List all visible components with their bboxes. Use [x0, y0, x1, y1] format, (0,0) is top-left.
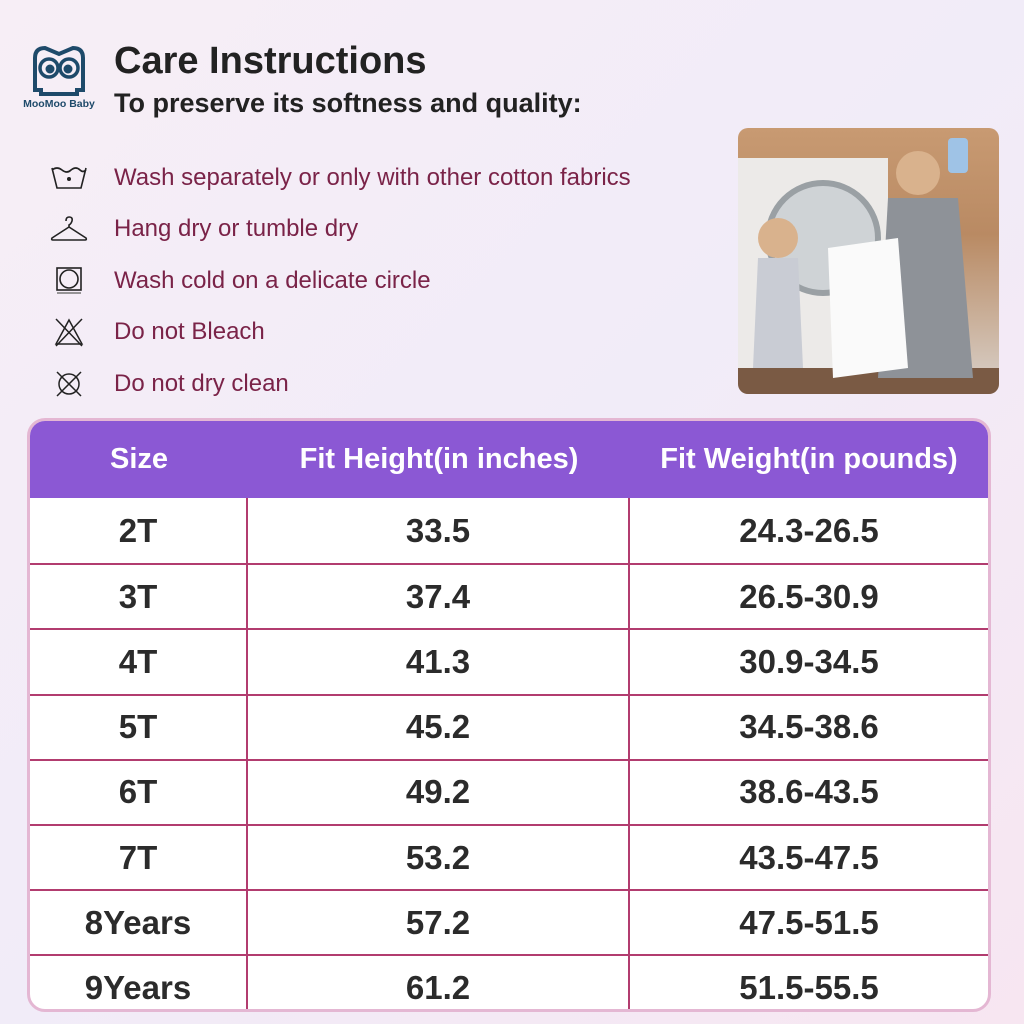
- care-item: Wash separately or only with other cotto…: [46, 152, 631, 204]
- weight-cell: 30.9-34.5: [739, 642, 879, 680]
- hanger-icon: [46, 212, 92, 246]
- table-row: 4T 41.3 30.9-34.5: [30, 628, 988, 694]
- size-cell: 9Years: [30, 956, 248, 1009]
- table-row: 2T 33.5 24.3-26.5: [30, 498, 988, 564]
- care-list: Wash separately or only with other cotto…: [46, 152, 631, 410]
- brand-logo: MooMoo Baby: [14, 44, 104, 110]
- no-dry-clean-icon: [46, 367, 92, 401]
- table-header: Size Fit Height(in inches) Fit Weight(in…: [30, 421, 988, 498]
- height-cell: 37.4: [248, 565, 630, 629]
- weight-cell: 51.5-55.5: [739, 968, 879, 1006]
- height-cell: 53.2: [248, 825, 630, 890]
- size-cell: 2T: [30, 498, 248, 564]
- wash-tub-icon: [46, 161, 92, 195]
- care-item-label: Wash separately or only with other cotto…: [114, 163, 631, 191]
- weight-cell: 24.3-26.5: [739, 511, 879, 549]
- table-row: 5T 45.2 34.5-38.6: [30, 693, 988, 759]
- size-cell: 8Years: [30, 891, 248, 955]
- size-cell: 4T: [30, 630, 248, 694]
- page-subtitle: To preserve its softness and quality:: [114, 88, 582, 118]
- size-cell: 7T: [30, 825, 248, 890]
- care-item-label: Do not Bleach: [114, 318, 265, 346]
- size-chart-table: Size Fit Height(in inches) Fit Weight(in…: [27, 418, 991, 1012]
- care-item: Hang dry or tumble dry: [46, 204, 631, 256]
- care-item: Wash cold on a delicate circle: [46, 255, 631, 307]
- table-row: 8Years 57.2 47.5-51.5: [30, 889, 988, 955]
- care-item: Do not dry clean: [46, 358, 631, 410]
- height-cell: 49.2: [248, 760, 630, 824]
- weight-cell: 47.5-51.5: [739, 903, 879, 941]
- height-cell: 41.3: [248, 630, 630, 694]
- care-item-label: Do not dry clean: [114, 369, 289, 397]
- column-header-weight: Fit Weight(in pounds): [660, 443, 958, 475]
- size-cell: 5T: [30, 695, 248, 759]
- care-item: Do not Bleach: [46, 307, 631, 359]
- size-cell: 6T: [30, 760, 248, 824]
- table-row: 9Years 61.2 51.5-55.5: [30, 954, 988, 1009]
- care-item-label: Wash cold on a delicate circle: [114, 266, 431, 294]
- laundry-photo: [738, 128, 999, 394]
- table-row: 6T 49.2 38.6-43.5: [30, 758, 988, 824]
- height-cell: 45.2: [248, 695, 630, 759]
- care-item-label: Hang dry or tumble dry: [114, 215, 359, 243]
- height-cell: 57.2: [248, 891, 630, 955]
- weight-cell: 43.5-47.5: [739, 838, 879, 876]
- weight-cell: 34.5-38.6: [739, 708, 879, 746]
- no-bleach-icon: [46, 315, 92, 349]
- weight-cell: 26.5-30.9: [739, 577, 879, 615]
- weight-cell: 38.6-43.5: [739, 773, 879, 811]
- height-cell: 33.5: [248, 498, 630, 564]
- table-row: 3T 37.4 26.5-30.9: [30, 563, 988, 629]
- page-title: Care Instructions: [114, 40, 427, 82]
- table-row: 7T 53.2 43.5-47.5: [30, 823, 988, 890]
- height-cell: 61.2: [248, 956, 630, 1009]
- logo-text: MooMoo Baby: [23, 98, 95, 110]
- column-header-size: Size: [109, 443, 169, 475]
- size-cell: 3T: [30, 565, 248, 629]
- owl-logo-icon: [33, 45, 85, 96]
- column-header-height: Fit Height(in inches): [299, 443, 579, 475]
- tumble-dry-icon: [46, 264, 92, 298]
